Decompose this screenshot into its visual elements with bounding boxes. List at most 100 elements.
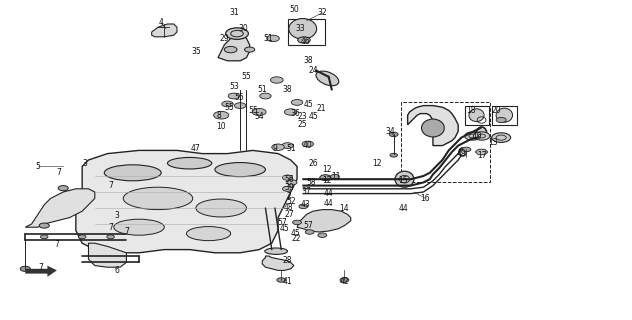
Text: 52: 52 — [286, 197, 296, 206]
Text: 54: 54 — [254, 112, 264, 121]
Text: 22: 22 — [291, 234, 301, 243]
Polygon shape — [218, 35, 250, 61]
Text: 55: 55 — [224, 103, 234, 112]
Circle shape — [277, 278, 286, 282]
Text: 14: 14 — [339, 204, 349, 212]
Ellipse shape — [395, 171, 414, 187]
Circle shape — [298, 37, 310, 43]
Text: 44: 44 — [399, 204, 409, 212]
Circle shape — [267, 35, 279, 42]
Polygon shape — [152, 24, 177, 37]
Text: 25: 25 — [297, 120, 307, 129]
Bar — [401, 102, 490, 182]
Text: 23: 23 — [297, 112, 307, 121]
Text: 40: 40 — [303, 141, 313, 150]
Text: 58: 58 — [306, 178, 316, 187]
Text: 55: 55 — [248, 106, 258, 115]
Text: 8: 8 — [217, 111, 222, 120]
Text: 38: 38 — [283, 85, 293, 94]
Text: 17: 17 — [477, 151, 487, 160]
Text: 36: 36 — [290, 109, 300, 118]
Text: 51: 51 — [257, 85, 267, 94]
Polygon shape — [76, 150, 297, 253]
Text: 3: 3 — [114, 212, 119, 220]
Polygon shape — [25, 266, 57, 277]
Text: 3: 3 — [83, 159, 88, 168]
Circle shape — [252, 108, 266, 116]
Circle shape — [222, 101, 233, 107]
Ellipse shape — [265, 248, 288, 254]
Circle shape — [302, 141, 313, 147]
Ellipse shape — [422, 119, 444, 137]
Text: 7: 7 — [124, 228, 129, 236]
Circle shape — [107, 235, 114, 239]
Polygon shape — [262, 256, 294, 270]
Circle shape — [228, 93, 240, 99]
Text: 4: 4 — [159, 18, 164, 27]
Polygon shape — [408, 106, 458, 146]
Text: 7: 7 — [54, 240, 59, 249]
Circle shape — [291, 100, 303, 105]
Text: 44: 44 — [323, 199, 333, 208]
Ellipse shape — [186, 227, 231, 241]
Text: 44: 44 — [323, 189, 333, 198]
Text: 24: 24 — [308, 66, 318, 75]
Text: 12: 12 — [372, 159, 382, 168]
Circle shape — [214, 111, 229, 119]
Circle shape — [305, 230, 314, 234]
Text: 19: 19 — [472, 132, 482, 140]
Polygon shape — [297, 210, 351, 232]
Ellipse shape — [196, 199, 246, 217]
Circle shape — [272, 144, 284, 150]
Circle shape — [465, 132, 481, 140]
Text: 27: 27 — [284, 210, 295, 219]
Circle shape — [318, 233, 327, 237]
Circle shape — [270, 77, 283, 83]
Circle shape — [492, 133, 511, 142]
Text: 45: 45 — [303, 100, 313, 108]
Circle shape — [473, 132, 490, 140]
Circle shape — [496, 117, 506, 123]
Text: 6: 6 — [114, 266, 119, 275]
Text: 35: 35 — [191, 47, 201, 56]
Text: 7: 7 — [108, 181, 113, 190]
Circle shape — [287, 180, 297, 185]
Ellipse shape — [316, 71, 339, 86]
Text: 45: 45 — [308, 112, 319, 121]
Circle shape — [282, 143, 293, 148]
Polygon shape — [25, 189, 95, 227]
Circle shape — [299, 204, 308, 209]
Text: 13: 13 — [488, 138, 498, 147]
Text: 45: 45 — [279, 224, 289, 233]
Text: 12: 12 — [322, 165, 332, 174]
Circle shape — [340, 278, 349, 282]
Circle shape — [283, 175, 293, 180]
Ellipse shape — [215, 163, 265, 177]
Text: 7: 7 — [39, 263, 44, 272]
Text: 32: 32 — [317, 8, 327, 17]
Circle shape — [260, 93, 271, 99]
Ellipse shape — [469, 109, 484, 122]
Circle shape — [226, 28, 248, 39]
Text: 51: 51 — [264, 34, 274, 43]
Text: 21: 21 — [316, 104, 326, 113]
Text: 11: 11 — [331, 172, 341, 180]
Text: 18: 18 — [466, 106, 476, 115]
Text: 29: 29 — [219, 34, 229, 43]
Text: 57: 57 — [303, 221, 313, 230]
Circle shape — [293, 220, 301, 225]
Circle shape — [462, 147, 471, 152]
Circle shape — [224, 46, 237, 53]
Text: 34: 34 — [386, 127, 396, 136]
Ellipse shape — [289, 19, 317, 39]
Text: 55: 55 — [234, 93, 244, 102]
Text: 15: 15 — [398, 176, 408, 185]
Circle shape — [234, 103, 246, 108]
Text: 47: 47 — [191, 144, 201, 153]
Polygon shape — [475, 149, 488, 155]
Circle shape — [245, 47, 255, 52]
Text: 42: 42 — [339, 277, 349, 286]
Circle shape — [331, 174, 339, 179]
Circle shape — [390, 153, 398, 157]
Bar — [492, 106, 517, 125]
